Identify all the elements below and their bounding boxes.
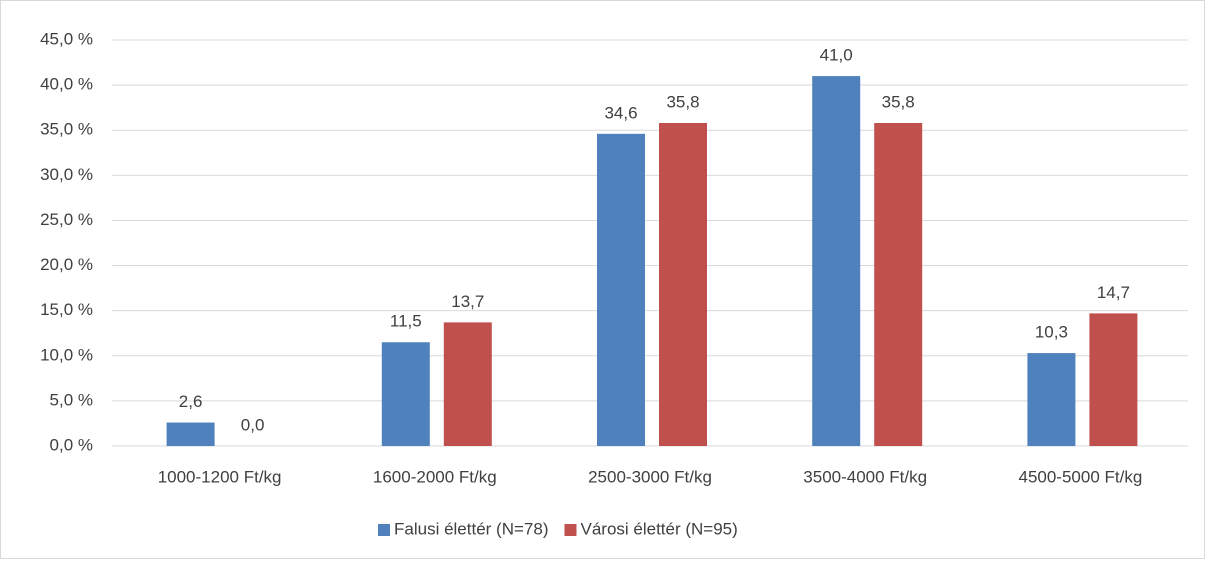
y-tick-label: 0,0 % (50, 435, 93, 454)
x-tick-label: 2500-3000 Ft/kg (588, 467, 712, 486)
bar (1027, 353, 1076, 446)
y-tick-label: 10,0 % (40, 345, 93, 364)
bar (597, 133, 645, 446)
legend-label: Falusi élettér (N=78) (394, 519, 548, 538)
x-tick-label: 4500-5000 Ft/kg (1018, 467, 1142, 486)
x-tick-label: 1600-2000 Ft/kg (373, 467, 497, 486)
y-tick-label: 15,0 % (40, 300, 93, 319)
data-label: 35,8 (666, 92, 699, 111)
bar (659, 123, 707, 446)
y-tick-label: 30,0 % (40, 165, 93, 184)
y-tick-label: 45,0 % (40, 29, 93, 48)
bar (443, 322, 492, 446)
data-label: 34,6 (604, 103, 637, 122)
legend-swatch (564, 524, 577, 536)
y-tick-label: 40,0 % (40, 75, 93, 94)
y-tick-label: 35,0 % (40, 120, 93, 139)
bar (381, 342, 430, 446)
data-label: 0,0 (241, 415, 265, 434)
data-label: 14,7 (1097, 283, 1130, 302)
data-label: 10,3 (1035, 323, 1068, 342)
x-tick-label: 1000-1200 Ft/kg (158, 467, 282, 486)
data-label: 35,8 (882, 92, 915, 111)
data-label: 41,0 (820, 46, 853, 65)
y-tick-label: 5,0 % (50, 390, 93, 409)
data-label: 11,5 (390, 312, 422, 331)
legend-label: Városi élettér (N=95) (580, 519, 737, 538)
y-tick-label: 20,0 % (40, 255, 93, 274)
data-label: 13,7 (451, 292, 484, 311)
bar (166, 422, 215, 446)
bar (874, 123, 923, 446)
bar (1089, 313, 1138, 446)
bar (812, 76, 861, 446)
x-tick-label: 3500-4000 Ft/kg (803, 467, 927, 486)
y-tick-label: 25,0 % (40, 210, 93, 229)
data-label: 2,6 (179, 392, 203, 411)
legend-swatch (378, 524, 390, 536)
